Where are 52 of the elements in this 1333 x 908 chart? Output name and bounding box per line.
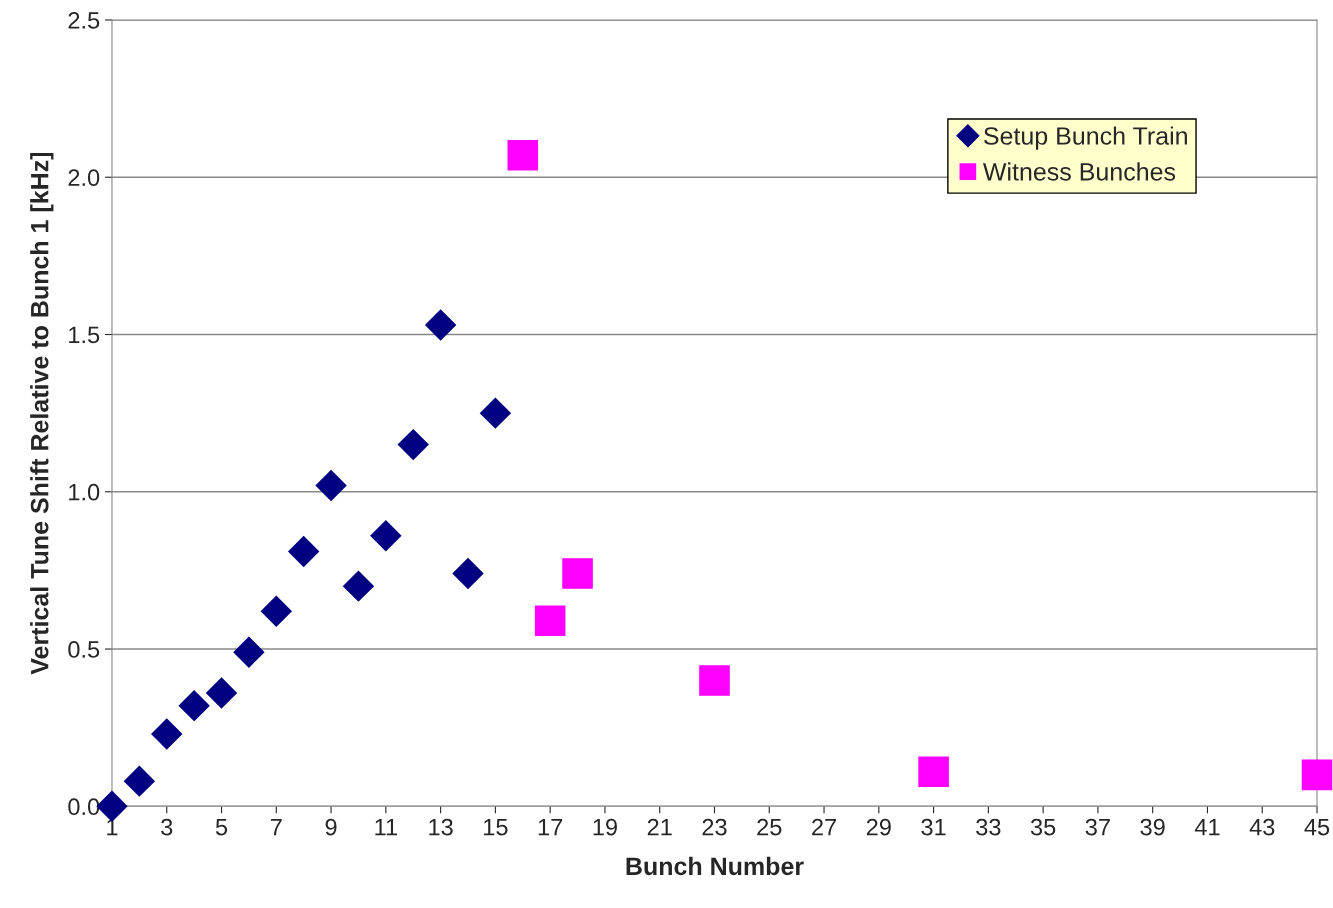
y-tick-label: 1.0 xyxy=(69,483,100,501)
point xyxy=(1301,759,1333,791)
x-tick-label: 17 xyxy=(538,818,563,836)
point xyxy=(507,139,539,171)
legend-label: Witness Bunches xyxy=(982,162,1176,181)
x-tick-label: 5 xyxy=(215,818,228,836)
x-tick-label: 45 xyxy=(1304,818,1330,836)
x-axis-title: Bunch Number xyxy=(626,856,804,876)
x-tick-label: 25 xyxy=(757,818,782,836)
point xyxy=(562,558,593,589)
x-tick-label: 39 xyxy=(1140,818,1165,836)
x-tick-label: 33 xyxy=(976,818,1001,836)
y-axis-title: Vertical Tune Shift Relative to Bunch 1 [kHz] xyxy=(30,152,54,675)
point xyxy=(178,690,210,722)
y-tick-label: 2.5 xyxy=(68,12,100,29)
x-tick-label: 43 xyxy=(1249,818,1275,836)
x-tick-label: 15 xyxy=(484,818,508,836)
point xyxy=(260,595,292,627)
y-tick-label: 0.5 xyxy=(68,641,100,658)
x-tick-label: 7 xyxy=(270,818,282,836)
x-tick-label: 9 xyxy=(325,818,337,836)
point xyxy=(151,718,183,750)
x-tick-label: 13 xyxy=(429,818,453,836)
point xyxy=(370,520,402,552)
x-tick-label: 23 xyxy=(702,818,727,836)
y-tick-label: 1.5 xyxy=(69,326,100,344)
x-tick-label: 27 xyxy=(812,818,836,836)
point xyxy=(123,765,155,797)
x-tick-label: 35 xyxy=(1030,818,1056,836)
x-tick-label: 3 xyxy=(161,818,173,836)
point xyxy=(534,605,566,637)
point xyxy=(479,397,511,429)
point xyxy=(918,756,949,787)
point xyxy=(343,570,374,602)
point xyxy=(397,429,429,461)
x-tick-label: 11 xyxy=(375,818,397,836)
y-tick-label: 2.0 xyxy=(68,169,100,187)
x-tick-label: 19 xyxy=(593,818,617,836)
point xyxy=(315,470,347,501)
x-tick-label: 37 xyxy=(1085,818,1110,836)
x-tick-label: 41 xyxy=(1194,818,1220,836)
legend-label: Setup Bunch Train xyxy=(984,126,1187,150)
y-tick-label: 0.0 xyxy=(68,798,100,816)
point xyxy=(288,536,320,567)
point xyxy=(699,665,730,696)
x-tick-label: 21 xyxy=(647,818,672,836)
point xyxy=(452,558,484,589)
x-tick-label: 29 xyxy=(866,818,891,836)
point xyxy=(206,677,237,709)
point xyxy=(425,309,457,341)
point xyxy=(233,636,265,668)
x-tick-label: 31 xyxy=(921,818,946,836)
